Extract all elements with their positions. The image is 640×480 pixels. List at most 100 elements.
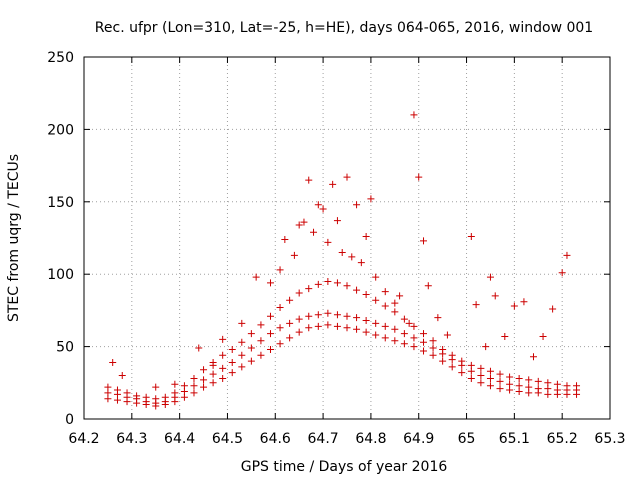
data-point — [257, 321, 265, 329]
data-point — [305, 285, 313, 293]
x-tick-label: 64.9 — [403, 431, 434, 447]
data-point — [343, 282, 351, 290]
data-point — [410, 334, 418, 342]
data-point — [410, 343, 418, 351]
data-point — [420, 330, 428, 338]
data-point — [553, 380, 561, 388]
data-point — [200, 376, 208, 384]
data-point — [486, 367, 494, 375]
data-point — [362, 328, 370, 336]
data-point — [190, 382, 198, 390]
data-point — [219, 374, 227, 382]
data-point — [372, 273, 380, 281]
x-tick-label: 65 — [458, 431, 476, 447]
data-point — [429, 337, 437, 345]
data-point — [448, 351, 456, 359]
data-point — [333, 322, 341, 330]
data-point — [219, 364, 227, 372]
x-tick-label: 64.2 — [68, 431, 99, 447]
data-point — [391, 308, 399, 316]
x-tick-label: 64.5 — [212, 431, 243, 447]
data-point — [171, 389, 179, 397]
data-point — [381, 322, 389, 330]
data-point — [238, 363, 246, 371]
data-point — [410, 322, 418, 330]
data-point — [400, 330, 408, 338]
data-point — [333, 279, 341, 287]
data-point — [180, 382, 188, 390]
data-point — [486, 374, 494, 382]
data-point — [247, 344, 255, 352]
data-point — [200, 383, 208, 391]
data-point — [448, 363, 456, 371]
data-point — [458, 357, 466, 365]
data-point — [266, 345, 274, 353]
data-point — [482, 343, 490, 351]
data-point — [133, 392, 141, 400]
y-tick-label: 0 — [65, 412, 74, 428]
data-point — [295, 221, 303, 229]
y-tick-label: 200 — [47, 122, 74, 138]
x-tick-label: 64.8 — [355, 431, 386, 447]
data-point — [372, 296, 380, 304]
y-tick-label: 100 — [47, 267, 74, 283]
data-point — [300, 218, 308, 226]
data-point — [381, 302, 389, 310]
x-tick-label: 65.1 — [499, 431, 530, 447]
data-point — [152, 383, 160, 391]
data-point — [209, 379, 217, 387]
data-point — [305, 176, 313, 184]
x-tick-label: 65.3 — [594, 431, 625, 447]
data-point — [276, 324, 284, 332]
x-tick-label: 64.6 — [260, 431, 291, 447]
data-point — [467, 361, 475, 369]
data-point — [549, 305, 557, 313]
data-point — [362, 233, 370, 241]
data-point — [357, 259, 365, 267]
data-point — [286, 296, 294, 304]
data-point — [391, 325, 399, 333]
data-point — [424, 282, 432, 290]
data-point — [228, 359, 236, 367]
data-point — [529, 353, 537, 361]
data-point — [420, 347, 428, 355]
data-point — [353, 286, 361, 294]
data-point — [257, 337, 265, 345]
plot-frame — [83, 56, 611, 420]
data-point — [405, 319, 413, 327]
data-point — [195, 344, 203, 352]
data-point — [573, 382, 581, 390]
data-point — [429, 351, 437, 359]
x-tick-label: 64.7 — [308, 431, 339, 447]
data-point — [400, 340, 408, 348]
data-point — [310, 228, 318, 236]
data-point — [276, 304, 284, 312]
data-point — [161, 393, 169, 401]
chart-grid — [84, 57, 610, 419]
data-point — [228, 369, 236, 377]
data-point — [338, 248, 346, 256]
data-point — [544, 379, 552, 387]
data-point — [190, 374, 198, 382]
data-point — [305, 324, 313, 332]
data-point — [496, 385, 504, 393]
data-point — [477, 364, 485, 372]
data-point — [439, 345, 447, 353]
data-point — [247, 357, 255, 365]
data-point — [506, 373, 514, 381]
data-point — [319, 205, 327, 213]
data-point — [391, 299, 399, 307]
data-point — [314, 322, 322, 330]
data-point — [228, 345, 236, 353]
data-point — [286, 319, 294, 327]
data-point — [343, 173, 351, 181]
data-point — [238, 319, 246, 327]
data-point — [305, 312, 313, 320]
data-point — [219, 335, 227, 343]
data-point — [420, 237, 428, 245]
data-point — [563, 382, 571, 390]
chart-title: Rec. ufpr (Lon=310, Lat=-25, h=HE), days… — [95, 20, 593, 36]
data-point — [314, 311, 322, 319]
y-tick-label: 50 — [56, 340, 74, 356]
data-point — [209, 361, 217, 369]
